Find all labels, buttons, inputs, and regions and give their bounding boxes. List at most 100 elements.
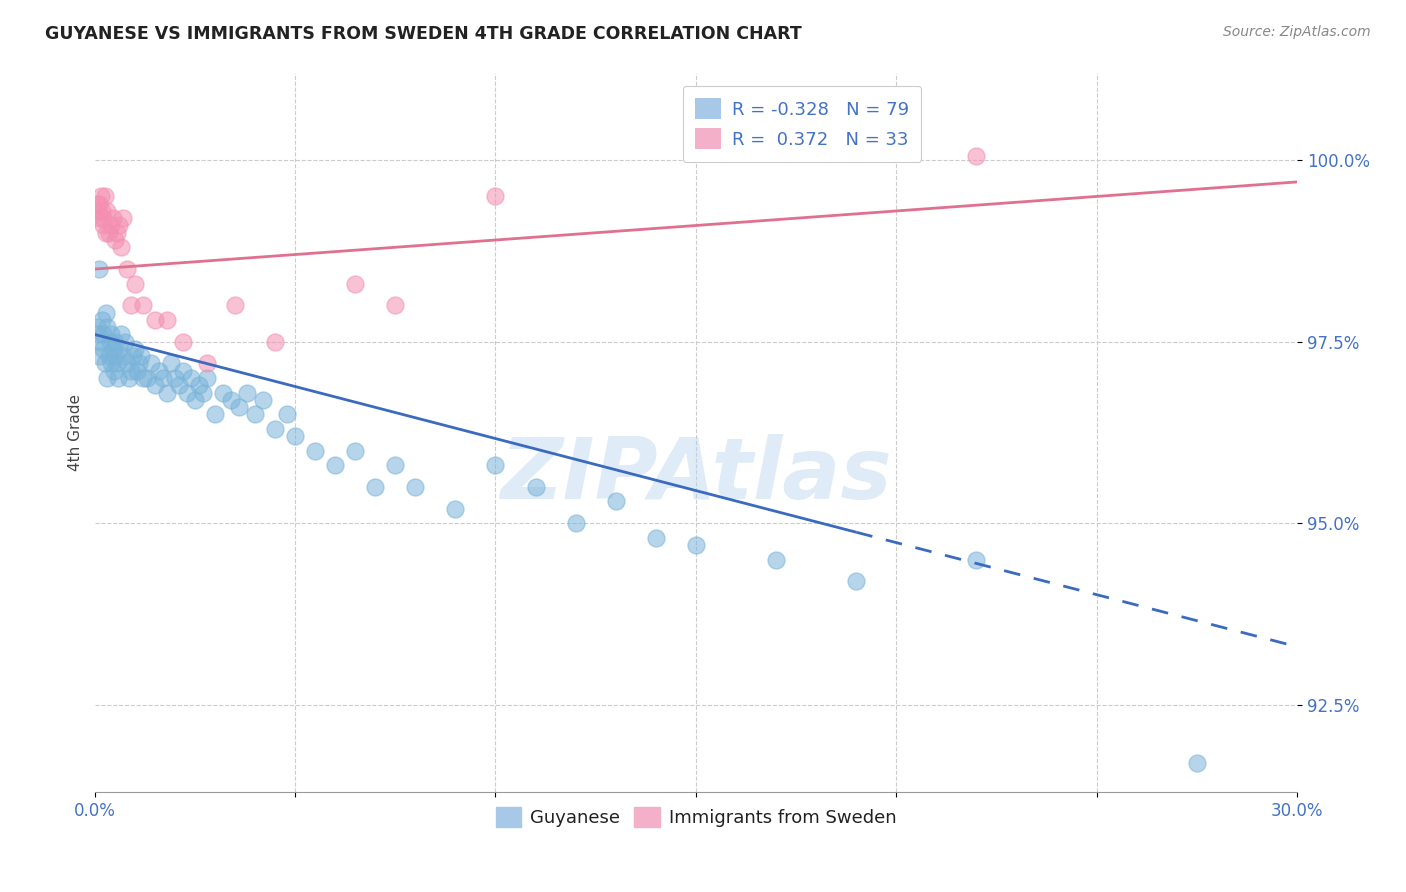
- Point: [87, 211, 110, 226]
- Point: [344, 277, 367, 291]
- Point: [444, 501, 467, 516]
- Text: ZIPAtlas: ZIPAtlas: [501, 434, 891, 517]
- Point: [89, 349, 111, 363]
- Point: [284, 429, 307, 443]
- Point: [966, 552, 988, 566]
- Point: [384, 458, 406, 472]
- Text: GUYANESE VS IMMIGRANTS FROM SWEDEN 4TH GRADE CORRELATION CHART: GUYANESE VS IMMIGRANTS FROM SWEDEN 4TH G…: [45, 25, 801, 43]
- Point: [195, 371, 218, 385]
- Point: [94, 226, 117, 240]
- Y-axis label: 4th Grade: 4th Grade: [69, 394, 83, 471]
- Point: [100, 356, 122, 370]
- Point: [156, 313, 179, 327]
- Point: [94, 305, 117, 319]
- Point: [90, 313, 112, 327]
- Point: [524, 480, 547, 494]
- Point: [103, 349, 125, 363]
- Point: [204, 407, 226, 421]
- Point: [103, 364, 125, 378]
- Point: [121, 349, 143, 363]
- Point: [191, 385, 214, 400]
- Point: [224, 298, 246, 312]
- Point: [124, 277, 146, 291]
- Point: [96, 204, 118, 219]
- Point: [107, 342, 129, 356]
- Point: [107, 371, 129, 385]
- Point: [484, 189, 506, 203]
- Point: [93, 211, 115, 226]
- Point: [101, 342, 124, 356]
- Point: [124, 342, 146, 356]
- Point: [90, 189, 112, 203]
- Point: [129, 349, 152, 363]
- Point: [101, 211, 124, 226]
- Point: [87, 262, 110, 277]
- Point: [276, 407, 298, 421]
- Point: [152, 371, 174, 385]
- Point: [107, 219, 129, 233]
- Point: [128, 356, 150, 370]
- Point: [172, 364, 194, 378]
- Point: [1185, 756, 1208, 770]
- Point: [93, 342, 115, 356]
- Point: [384, 298, 406, 312]
- Point: [111, 211, 134, 226]
- Point: [323, 458, 346, 472]
- Point: [219, 392, 242, 407]
- Point: [97, 226, 120, 240]
- Point: [131, 298, 153, 312]
- Point: [404, 480, 426, 494]
- Point: [105, 356, 128, 370]
- Point: [89, 196, 111, 211]
- Point: [96, 320, 118, 334]
- Point: [156, 385, 179, 400]
- Point: [93, 356, 115, 370]
- Point: [484, 458, 506, 472]
- Point: [236, 385, 259, 400]
- Point: [966, 149, 988, 163]
- Point: [87, 204, 110, 219]
- Point: [184, 392, 207, 407]
- Point: [264, 422, 287, 436]
- Point: [143, 378, 166, 392]
- Point: [105, 226, 128, 240]
- Point: [114, 334, 136, 349]
- Point: [100, 327, 122, 342]
- Point: [143, 313, 166, 327]
- Point: [86, 196, 108, 211]
- Point: [139, 356, 162, 370]
- Point: [167, 378, 190, 392]
- Point: [120, 298, 142, 312]
- Point: [163, 371, 186, 385]
- Point: [93, 189, 115, 203]
- Point: [564, 516, 586, 531]
- Point: [148, 364, 170, 378]
- Point: [344, 443, 367, 458]
- Point: [98, 334, 121, 349]
- Point: [364, 480, 387, 494]
- Point: [87, 327, 110, 342]
- Point: [103, 233, 125, 247]
- Point: [125, 364, 148, 378]
- Point: [135, 371, 157, 385]
- Point: [211, 385, 233, 400]
- Point: [195, 356, 218, 370]
- Point: [644, 531, 666, 545]
- Point: [252, 392, 274, 407]
- Point: [159, 356, 181, 370]
- Point: [685, 538, 707, 552]
- Point: [110, 327, 132, 342]
- Point: [97, 349, 120, 363]
- Point: [100, 219, 122, 233]
- Point: [120, 364, 142, 378]
- Point: [110, 240, 132, 254]
- Point: [243, 407, 266, 421]
- Point: [104, 334, 127, 349]
- Point: [180, 371, 202, 385]
- Point: [115, 262, 138, 277]
- Point: [187, 378, 209, 392]
- Point: [86, 320, 108, 334]
- Point: [264, 334, 287, 349]
- Point: [228, 400, 250, 414]
- Point: [91, 219, 114, 233]
